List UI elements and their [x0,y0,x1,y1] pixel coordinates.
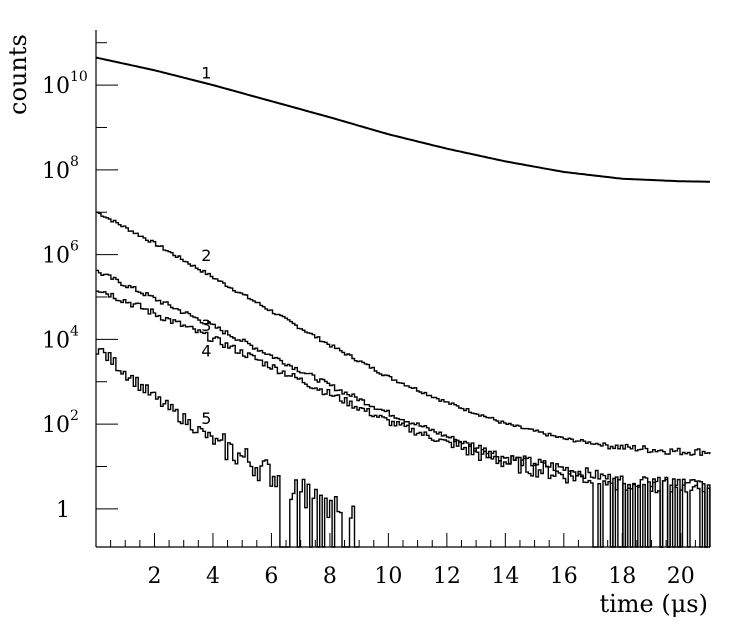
x-tick-label: 16 [550,564,578,589]
y-tick-label: 10 [42,244,70,269]
series-5-label: 5 [201,409,211,428]
y-axis-title: counts [4,34,32,115]
series-1-label: 1 [201,64,211,83]
series-3-label: 3 [201,316,211,335]
x-tick-label: 14 [491,564,519,589]
series-4-label: 4 [201,341,211,360]
series-5-line [96,348,360,548]
y-tick-label: 1 [56,498,70,523]
y-tick-exponent: 6 [70,239,79,255]
y-tick-label: 10 [42,413,70,438]
y-tick-exponent: 8 [70,154,79,170]
x-tick-label: 12 [433,564,461,589]
y-tick-label: 10 [42,328,70,353]
series-1-line [95,56,710,183]
y-tick-exponent: 4 [70,323,79,339]
y-tick-label: 10 [42,74,70,99]
x-tick-label: 20 [667,564,695,589]
series-2-line [96,211,711,456]
series-3-line [96,269,711,548]
axes-layer [95,30,710,548]
y-tick-exponent: 10 [70,69,88,85]
series-2-label: 2 [201,246,211,265]
x-axis-title: time (μs) [599,590,708,618]
series-4-line [96,290,711,548]
y-tick-exponent: 2 [70,408,79,424]
x-tick-label: 8 [323,564,337,589]
x-tick-label: 6 [264,564,278,589]
x-tick-label: 2 [147,564,161,589]
labels-layer: time (μs) counts [4,34,708,618]
x-tick-label: 4 [206,564,220,589]
curves-layer: 1 2 3 4 5 [95,56,711,548]
x-tick-label: 10 [374,564,402,589]
x-tick-label: 18 [608,564,636,589]
y-tick-label: 10 [42,159,70,184]
